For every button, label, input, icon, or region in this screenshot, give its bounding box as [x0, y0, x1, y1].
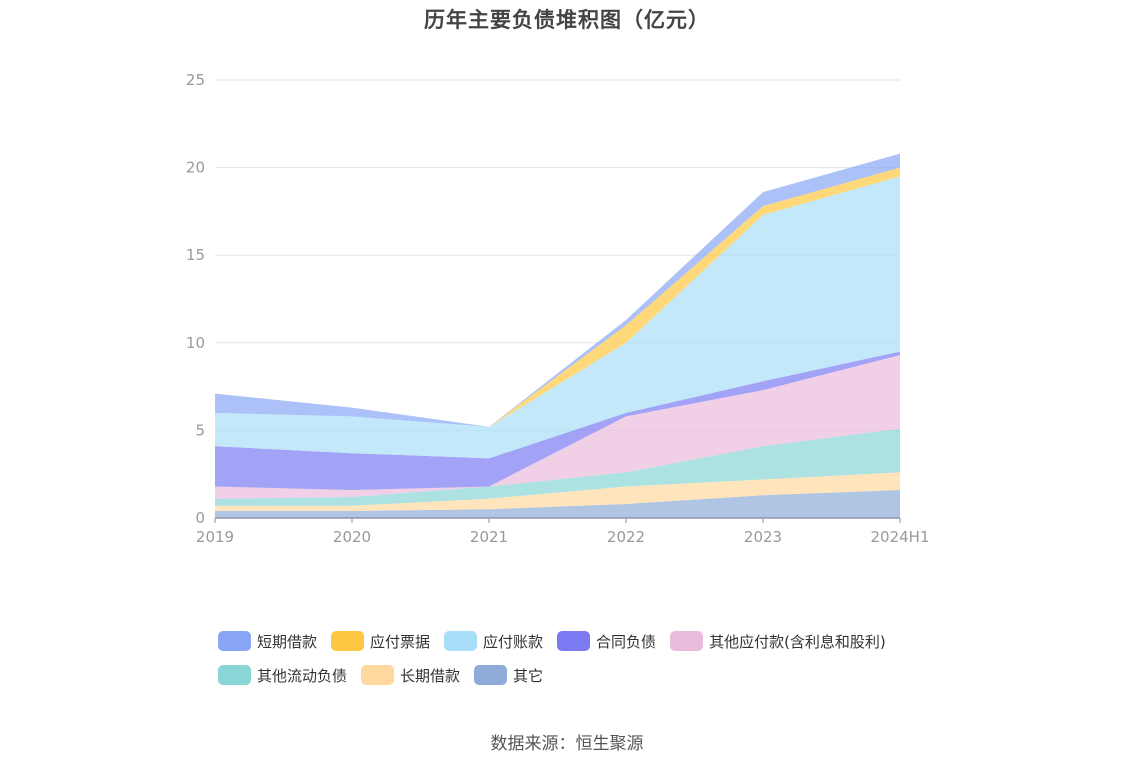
y-tick-label: 5: [195, 421, 205, 439]
legend: 短期借款 应付票据 应付账款 合同负债 其他应付款(含利息和股利) 其他流动负债 长期借款 其…: [218, 630, 938, 686]
legend-swatch: [218, 665, 251, 685]
area-series[interactable]: 其他流动负债: [215, 428, 900, 506]
legend-swatch: [474, 665, 508, 685]
legend-swatch: [444, 631, 478, 651]
area-series[interactable]: 合同负债: [215, 351, 900, 490]
chart-title: 历年主要负债堆积图（亿元）: [424, 8, 710, 32]
x-tick-label: 2024H1: [871, 528, 930, 546]
area-series[interactable]: 应付账款: [215, 176, 900, 459]
area-series[interactable]: 其他应付款(含利息和股利): [215, 355, 900, 499]
legend-label: 其他流动负债: [257, 666, 348, 685]
x-tick-label: 2023: [744, 528, 782, 546]
legend-label: 其它: [513, 666, 544, 685]
legend-swatch: [557, 631, 591, 651]
axes: 0 5 10 15 20 25 2019 2020 2021 2022 2023 2024H1: [186, 71, 930, 546]
legend-item[interactable]: 其它: [474, 664, 543, 686]
area-series[interactable]: 短期借款: [215, 153, 900, 427]
x-tick-label: 2020: [333, 528, 371, 546]
legend-item[interactable]: 合同负债: [557, 630, 656, 652]
legend-item[interactable]: 应付票据: [331, 630, 430, 652]
y-tick-label: 20: [186, 159, 205, 177]
legend-swatch: [331, 631, 365, 651]
legend-swatch: [218, 631, 251, 651]
legend-label: 其他应付款(含利息和股利): [709, 632, 886, 651]
x-tick-label: 2022: [607, 528, 645, 546]
legend-swatch: [670, 631, 704, 651]
legend-item[interactable]: 其他应付款(含利息和股利): [670, 630, 886, 652]
area-series[interactable]: 长期借款: [215, 472, 900, 511]
legend-item[interactable]: 长期借款: [361, 664, 460, 686]
legend-item[interactable]: 其他流动负债: [218, 664, 347, 686]
legend-item[interactable]: 短期借款: [218, 630, 317, 652]
area-series[interactable]: 应付票据: [215, 167, 900, 427]
y-tick-label: 0: [195, 509, 205, 527]
source-note: 数据来源：恒生聚源: [490, 734, 644, 754]
legend-label: 应付票据: [370, 632, 431, 651]
area-series-layer: 其它长期借款其他流动负债其他应付款(含利息和股利)合同负债应付账款应付票据短期借…: [215, 153, 900, 518]
y-tick-label: 10: [186, 334, 205, 352]
area-series[interactable]: 其它: [215, 490, 900, 518]
y-tick-label: 25: [186, 71, 205, 89]
legend-label: 长期借款: [400, 666, 461, 685]
legend-label: 短期借款: [257, 632, 318, 651]
legend-item[interactable]: 应付账款: [444, 630, 543, 652]
legend-swatch: [361, 665, 395, 685]
legend-label: 合同负债: [596, 632, 657, 651]
x-tick-label: 2019: [196, 528, 234, 546]
y-tick-label: 15: [186, 246, 205, 264]
x-tick-label: 2021: [470, 528, 508, 546]
legend-label: 应付账款: [483, 632, 544, 651]
chart-plot: 其它长期借款其他流动负债其他应付款(含利息和股利)合同负债应付账款应付票据短期借…: [186, 71, 930, 546]
